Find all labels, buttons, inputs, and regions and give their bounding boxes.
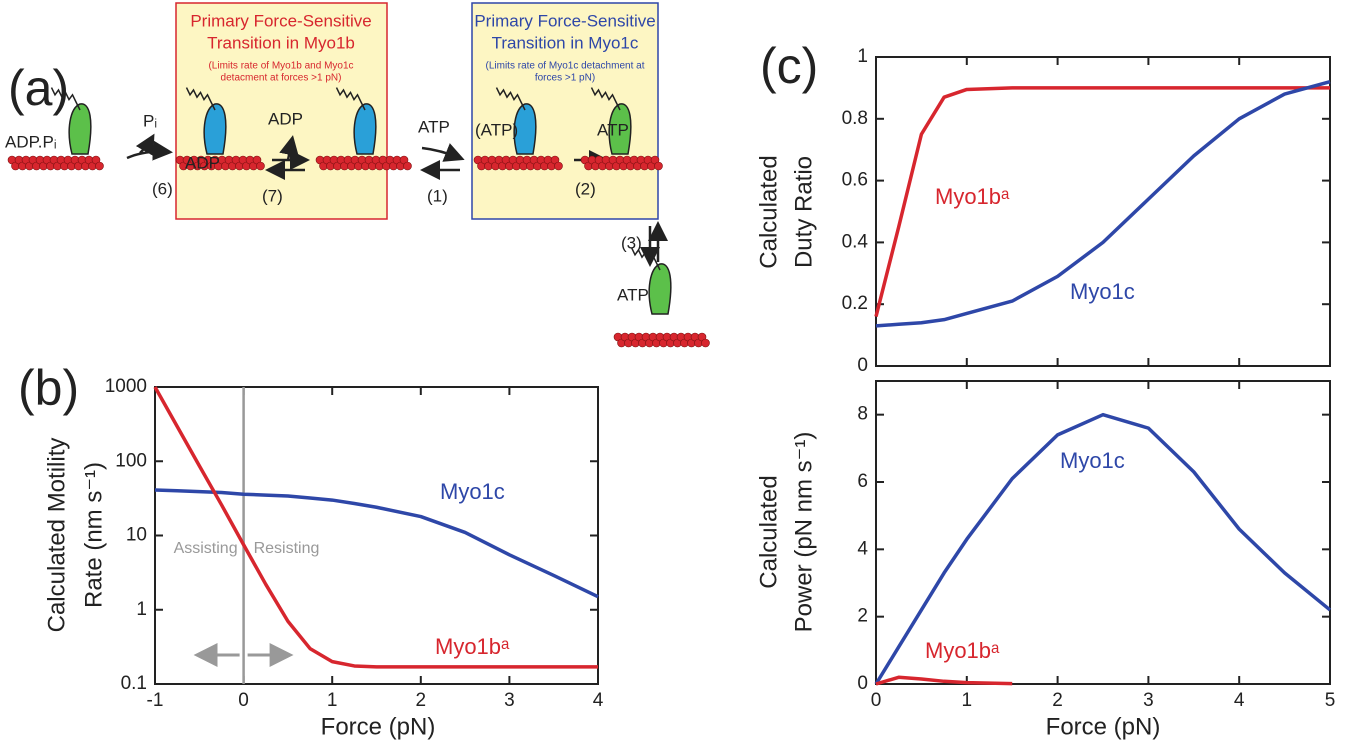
lever-arm xyxy=(50,87,81,111)
series-line xyxy=(875,80,1331,328)
annotation: Resisting xyxy=(254,540,320,557)
diagram-label: (6) xyxy=(152,179,173,198)
y-tick-label: 0 xyxy=(857,355,868,376)
y-tick-label: 0.4 xyxy=(842,231,869,252)
diagram-label: ATP xyxy=(597,120,629,139)
y-tick-label: 1 xyxy=(136,599,147,620)
series-line xyxy=(875,675,1013,686)
series-line xyxy=(154,488,599,599)
series-label: Myo1bᵃ xyxy=(435,634,510,659)
y-tick-label: 6 xyxy=(857,471,868,492)
y-axis-label: Calculated xyxy=(755,475,782,588)
x-tick-label: 3 xyxy=(1143,690,1154,711)
series-label: Myo1bᵃ xyxy=(925,638,1000,663)
diagram-label: ATP xyxy=(617,285,649,304)
y-axis-label: Calculated Motility xyxy=(43,438,70,633)
annotation: Assisting xyxy=(174,540,238,557)
y-tick-label: 0.6 xyxy=(842,170,868,191)
y-tick-label: 1000 xyxy=(105,376,147,397)
actin-bead xyxy=(654,161,663,171)
myosin-head xyxy=(353,103,377,155)
plot-frame xyxy=(154,386,599,685)
diagram-label: ADP xyxy=(268,109,303,128)
lever-arm xyxy=(590,87,621,111)
series-label: Myo1bᵃ xyxy=(935,184,1010,209)
y-tick-label: 0.8 xyxy=(842,108,868,129)
x-tick-label: 4 xyxy=(593,690,604,711)
x-tick-label: 2 xyxy=(1052,690,1063,711)
y-tick-label: 8 xyxy=(857,404,868,425)
plot-frame xyxy=(875,380,1331,685)
x-tick-label: 0 xyxy=(238,690,249,711)
panel-label: (a) xyxy=(8,60,69,116)
x-tick-label: 4 xyxy=(1234,690,1245,711)
x-axis-label: Force (pN) xyxy=(321,713,436,740)
plot-frame xyxy=(875,56,1331,367)
lever-arm xyxy=(495,87,526,111)
x-tick-label: 1 xyxy=(962,690,973,711)
box-subtitle: forces >1 pN) xyxy=(535,73,595,84)
x-tick-label: 5 xyxy=(1325,690,1336,711)
lever-arm xyxy=(335,87,366,111)
myosin-head xyxy=(68,103,92,155)
myosin-head xyxy=(608,103,632,155)
diagram-label: (1) xyxy=(427,186,448,205)
y-tick-label: 1 xyxy=(857,46,868,67)
series-line xyxy=(153,386,598,669)
x-tick-label: 0 xyxy=(871,690,882,711)
series-label: Myo1c xyxy=(1060,448,1125,473)
series-line xyxy=(874,86,1330,317)
y-tick-label: 0.1 xyxy=(121,673,147,694)
y-axis-label: Calculated xyxy=(755,155,782,268)
box-title: Transition in Myo1b xyxy=(207,33,355,52)
y-axis-label: Power (pN nm s⁻¹) xyxy=(790,432,817,633)
diagram-label: Pᵢ xyxy=(143,111,157,130)
diagram-label: ADP xyxy=(185,153,220,172)
actin-bead xyxy=(256,161,265,171)
diagram-label: (2) xyxy=(575,179,596,198)
panel-label: (b) xyxy=(18,360,79,416)
series-line xyxy=(874,412,1332,685)
diagram-label: ADP.Pᵢ xyxy=(5,132,57,151)
lever-arm xyxy=(630,247,661,271)
box-title: Primary Force-Sensitive xyxy=(474,11,655,30)
series-label: Myo1c xyxy=(440,479,505,504)
myosin-head xyxy=(513,103,537,155)
x-tick-label: 3 xyxy=(504,690,515,711)
myosin-head xyxy=(203,103,227,155)
actin-bead xyxy=(95,161,104,171)
actin-bead xyxy=(403,161,412,171)
box-subtitle: (Limits rate of Myo1b and Myo1c xyxy=(208,61,353,72)
panel-label: (c) xyxy=(760,38,818,94)
x-tick-label: 2 xyxy=(416,690,427,711)
diagram-label: ATP xyxy=(418,117,450,136)
y-tick-label: 2 xyxy=(857,606,868,627)
x-tick-label: 1 xyxy=(327,690,338,711)
box-title: Transition in Myo1c xyxy=(492,33,639,52)
box-subtitle: detacment at forces >1 pN) xyxy=(221,73,342,84)
x-tick-label: -1 xyxy=(147,690,164,711)
y-tick-label: 100 xyxy=(115,450,147,471)
actin-bead xyxy=(701,338,710,348)
y-tick-label: 0.2 xyxy=(842,293,868,314)
box-title: Primary Force-Sensitive xyxy=(190,11,371,30)
diagram-label: (3) xyxy=(621,233,642,252)
y-axis-label: Rate (nm s⁻¹) xyxy=(80,462,107,608)
y-tick-label: 10 xyxy=(126,525,147,546)
y-tick-label: 4 xyxy=(857,538,868,559)
diagram-label: (7) xyxy=(262,186,283,205)
x-axis-label: Force (pN) xyxy=(1046,713,1161,740)
series-label: Myo1c xyxy=(1070,279,1135,304)
actin-bead xyxy=(554,161,563,171)
lever-arm xyxy=(185,87,216,111)
box-subtitle: (Limits rate of Myo1c detachment at xyxy=(486,61,645,72)
diagram-label: (ATP) xyxy=(475,120,518,139)
myosin-head xyxy=(648,263,672,315)
y-tick-label: 0 xyxy=(857,673,868,694)
y-axis-label: Duty Ratio xyxy=(790,156,817,268)
